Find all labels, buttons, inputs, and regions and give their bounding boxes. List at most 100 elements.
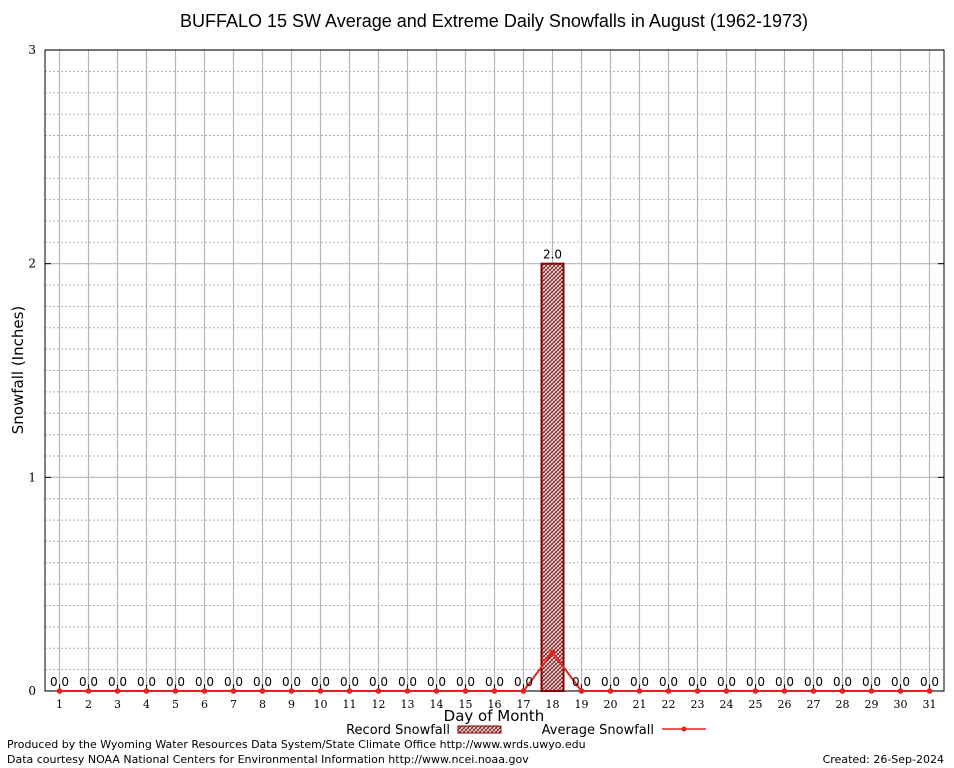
x-tick-label: 15 — [459, 698, 473, 711]
bar-value-label: 0.0 — [891, 675, 910, 689]
x-tick-label: 8 — [259, 698, 266, 711]
average-snowfall-point — [549, 649, 556, 656]
x-tick-label: 13 — [401, 698, 415, 711]
x-tick-label: 4 — [143, 698, 150, 711]
bar-value-label: 0.0 — [630, 675, 649, 689]
x-tick-label: 23 — [691, 698, 705, 711]
bar-value-label: 0.0 — [688, 675, 707, 689]
x-tick-label: 9 — [288, 698, 295, 711]
average-snowfall-point — [839, 688, 846, 694]
average-snowfall-point — [404, 688, 411, 694]
grid-lines — [45, 49, 944, 692]
x-tick-label: 25 — [749, 698, 763, 711]
average-snowfall-point — [491, 688, 498, 694]
bar-value-label: 0.0 — [601, 675, 620, 689]
x-tick-label: 27 — [807, 698, 821, 711]
bar-value-label: 0.0 — [398, 675, 417, 689]
x-tick-label: 5 — [172, 698, 179, 711]
bar-value-label: 0.0 — [166, 675, 185, 689]
data-labels: 0.0 0.0 0.0 0.0 0.0 0.0 0.0 0.0 0.0 0.0 0.0 0.0 0.0 0… — [50, 248, 939, 689]
average-snowfall-point — [346, 688, 353, 694]
average-snowfall-point — [607, 688, 614, 694]
average-snowfall-point — [781, 688, 788, 694]
x-tick-label: 21 — [633, 698, 647, 711]
bar-value-label: 0.0 — [456, 675, 475, 689]
average-snowfall-point — [375, 688, 382, 694]
bar-value-label: 0.0 — [79, 675, 98, 689]
average-snowfall-point — [578, 688, 585, 694]
record-snowfall-bar — [540, 262, 565, 692]
bar-value-label: 0.0 — [224, 675, 243, 689]
x-tick-label: 3 — [114, 698, 121, 711]
average-snowfall-point — [259, 688, 266, 694]
bar-value-label: 0.0 — [775, 675, 794, 689]
x-tick-label: 7 — [230, 698, 237, 711]
bar-value-label: 0.0 — [485, 675, 504, 689]
x-tick-label: 2 — [85, 698, 92, 711]
footer-created: Created: 26-Sep-2024 — [823, 753, 944, 766]
x-axis-label: Day of Month — [444, 707, 545, 725]
record-snowfall-bars — [540, 262, 565, 692]
average-snowfall-point — [230, 688, 237, 694]
average-snowfall-point — [897, 688, 904, 694]
average-snowfall-point — [636, 688, 643, 694]
x-tick-label: 26 — [778, 698, 792, 711]
x-tick-label: 30 — [894, 698, 908, 711]
average-snowfall-point — [694, 688, 701, 694]
bar-value-label: 0.0 — [659, 675, 678, 689]
x-tick-label: 24 — [720, 698, 734, 711]
average-snowfall-point — [201, 688, 208, 694]
x-tick-label: 16 — [488, 698, 502, 711]
x-tick-label: 18 — [546, 698, 560, 711]
x-tick-label: 22 — [662, 698, 676, 711]
average-snowfall-point — [143, 688, 150, 694]
x-tick-label: 14 — [430, 698, 444, 711]
legend-record-label: Record Snowfall — [346, 723, 450, 738]
y-axis: 0 1 2 3 — [28, 43, 944, 698]
average-snowfall-point — [288, 688, 295, 694]
average-snowfall-point — [810, 688, 817, 694]
bar-value-label: 0.0 — [746, 675, 765, 689]
bar-value-label: 0.0 — [108, 675, 127, 689]
y-tick-label: 2 — [28, 257, 36, 271]
y-tick-label: 1 — [28, 470, 36, 484]
x-tick-label: 1 — [56, 698, 63, 711]
bar-value-label: 0.0 — [137, 675, 156, 689]
x-tick-label: 11 — [343, 698, 357, 711]
y-axis-label: Snowfall (Inches) — [9, 306, 27, 434]
average-snowfall-point — [868, 688, 875, 694]
x-tick-label: 31 — [923, 698, 937, 711]
bar-value-label: 0.0 — [282, 675, 301, 689]
bar-value-label: 0.0 — [572, 675, 591, 689]
bar-value-label: 0.0 — [514, 675, 533, 689]
bar-value-label: 0.0 — [369, 675, 388, 689]
average-snowfall-line — [56, 649, 933, 694]
x-tick-label: 12 — [372, 698, 386, 711]
footer-data-courtesy: Data courtesy NOAA National Centers for … — [7, 753, 529, 766]
y-tick-label: 3 — [28, 43, 36, 57]
bar-value-label: 0.0 — [717, 675, 736, 689]
average-snowfall-point — [462, 688, 469, 694]
average-snowfall-point — [752, 688, 759, 694]
legend-average-label: Average Snowfall — [542, 723, 654, 738]
legend-average-marker — [681, 726, 687, 732]
bar-value-label: 0.0 — [253, 675, 272, 689]
average-snowfall-point — [520, 688, 527, 694]
bar-value-label: 0.0 — [340, 675, 359, 689]
bar-value-label: 0.0 — [862, 675, 881, 689]
average-snowfall-point — [317, 688, 324, 694]
legend: Record Snowfall Average Snowfall — [346, 723, 706, 738]
x-tick-label: 17 — [517, 698, 531, 711]
bar-value-label: 0.0 — [833, 675, 852, 689]
x-tick-label: 19 — [575, 698, 589, 711]
x-tick-label: 20 — [604, 698, 618, 711]
footer-produced-by: Produced by the Wyoming Water Resources … — [7, 738, 586, 751]
bar-value-label: 2.0 — [543, 248, 562, 262]
x-axis: 1 2 3 4 5 6 7 8 9 10 11 12 13 14 15 16 17 18 19 20 21 22 23 24 2… — [56, 686, 937, 711]
average-snowfall-point — [433, 688, 440, 694]
legend-record-swatch — [457, 725, 502, 734]
bar-value-label: 0.0 — [804, 675, 823, 689]
average-snowfall-point — [172, 688, 179, 694]
y-tick-label: 0 — [28, 684, 36, 698]
